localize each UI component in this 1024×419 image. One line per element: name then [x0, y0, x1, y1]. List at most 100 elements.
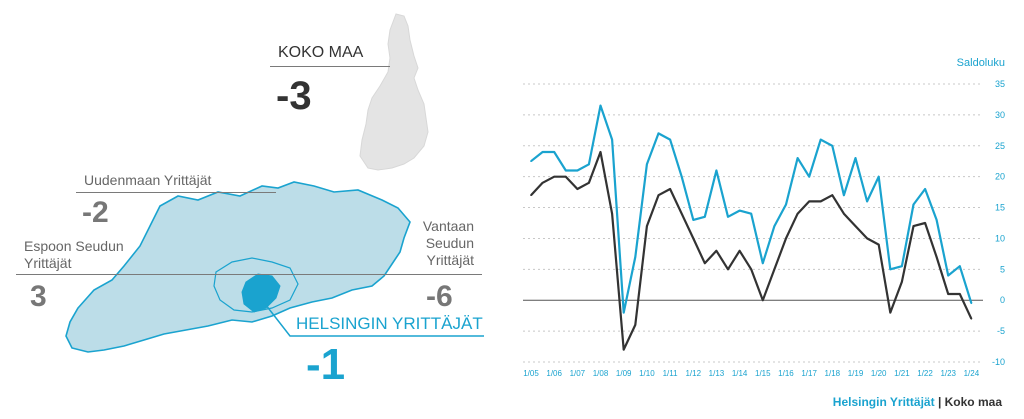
x-tick-label: 1/18 [825, 369, 841, 378]
data-point [565, 169, 567, 172]
data-point [553, 175, 555, 178]
data-point [680, 175, 683, 178]
data-point [935, 219, 938, 221]
data-point [901, 280, 903, 283]
data-point [634, 324, 637, 326]
data-point [819, 200, 822, 203]
data-point [843, 212, 845, 215]
data-point [715, 169, 718, 172]
data-point [669, 188, 671, 190]
chart-legend: Helsingin Yrittäjät | Koko maa [833, 395, 1002, 409]
helsinki-value: -1 [306, 340, 346, 389]
data-point [970, 318, 973, 320]
chart-panel: Saldoluku -10 -5 0 5 10 15 20 25 30 35 1/05 1/06 1/07… [505, 0, 1020, 419]
data-point [808, 200, 810, 203]
y-tick-label: 10 [995, 233, 1005, 243]
y-tick-label: 15 [995, 203, 1005, 213]
x-tick-label: 1/05 [523, 369, 539, 378]
data-point [773, 225, 776, 227]
x-tick-label: 1/15 [755, 369, 771, 378]
data-point [541, 182, 544, 184]
x-tick-label: 1/10 [639, 369, 655, 378]
x-tick-label: 1/19 [848, 369, 864, 378]
data-point [692, 219, 695, 221]
data-point [947, 274, 949, 277]
line-chart: Saldoluku -10 -5 0 5 10 15 20 25 30 35 1/05 1/06 1/07… [523, 57, 1005, 378]
finland-map-icon [359, 13, 429, 171]
data-point [877, 243, 880, 246]
data-point [657, 194, 660, 196]
espoo-value: 3 [30, 280, 47, 313]
data-point [866, 237, 868, 240]
vantaa-label-line2: Seudun [425, 235, 474, 251]
data-point [854, 157, 857, 159]
data-point [924, 222, 926, 224]
data-point [646, 163, 648, 166]
data-point [959, 265, 961, 268]
y-tick-label: 35 [995, 79, 1005, 89]
espoo-label-line2: Yrittäjät [24, 255, 72, 271]
national-value: -3 [276, 74, 312, 118]
x-tick-label: 1/12 [685, 369, 701, 378]
data-point [877, 175, 880, 178]
data-point [912, 225, 915, 227]
vantaa-label-line1: Vantaan [422, 218, 474, 234]
data-point [704, 262, 706, 265]
data-point [634, 256, 637, 258]
data-point [924, 188, 926, 190]
y-tick-label: 20 [995, 172, 1005, 182]
data-point [762, 299, 764, 302]
data-point [831, 145, 834, 147]
data-point [796, 157, 799, 159]
data-point [657, 132, 660, 135]
x-tick-label: 1/08 [593, 369, 609, 378]
x-tick-label: 1/16 [778, 369, 794, 378]
data-point [530, 194, 532, 196]
x-tick-label: 1/09 [616, 369, 632, 378]
y-tick-label: -5 [997, 326, 1005, 336]
national-rule [270, 66, 390, 67]
vantaa-value: -6 [426, 280, 453, 313]
data-point [611, 212, 613, 215]
data-point [541, 151, 544, 153]
data-point [599, 151, 602, 153]
x-tick-label: 1/17 [801, 369, 817, 378]
x-tick-label: 1/07 [570, 369, 586, 378]
data-point [553, 151, 555, 153]
legend-series2: Koko maa [944, 395, 1002, 409]
data-point [808, 175, 810, 178]
x-tick-label: 1/24 [964, 369, 980, 378]
y-tick-label: 30 [995, 110, 1005, 120]
uusimaa-rule [76, 192, 276, 193]
data-point [738, 250, 741, 252]
data-point [750, 212, 752, 215]
data-point [959, 293, 961, 295]
x-tick-label: 1/11 [663, 369, 679, 378]
data-point [738, 209, 741, 212]
data-point [715, 250, 718, 252]
legend-separator: | [937, 395, 942, 409]
data-point [646, 225, 648, 227]
data-point [935, 256, 938, 258]
series-line-1 [530, 104, 973, 314]
national-label: KOKO MAA [278, 44, 364, 61]
helsinki-label: HELSINGIN YRITTÄJÄT [296, 314, 483, 333]
data-point [843, 194, 845, 196]
data-point [796, 212, 799, 215]
x-tick-label: 1/21 [894, 369, 910, 378]
data-point [588, 163, 590, 166]
data-point [785, 203, 787, 206]
data-point [576, 169, 579, 172]
data-point [576, 188, 579, 190]
data-point [565, 175, 567, 178]
y-tick-label: 0 [1000, 295, 1005, 305]
data-point [622, 311, 625, 314]
data-point [692, 237, 695, 240]
uusimaa-value: -2 [82, 196, 109, 229]
vantaa-label-line3: Yrittäjät [426, 252, 474, 268]
map-panel: KOKO MAA -3 Uudenmaan Yrittäjät -2 Espoo… [0, 0, 500, 419]
x-tick-label: 1/13 [709, 369, 725, 378]
data-point [901, 265, 903, 268]
data-point [611, 138, 613, 141]
espoo-label-line1: Espoon Seudun [24, 238, 124, 254]
